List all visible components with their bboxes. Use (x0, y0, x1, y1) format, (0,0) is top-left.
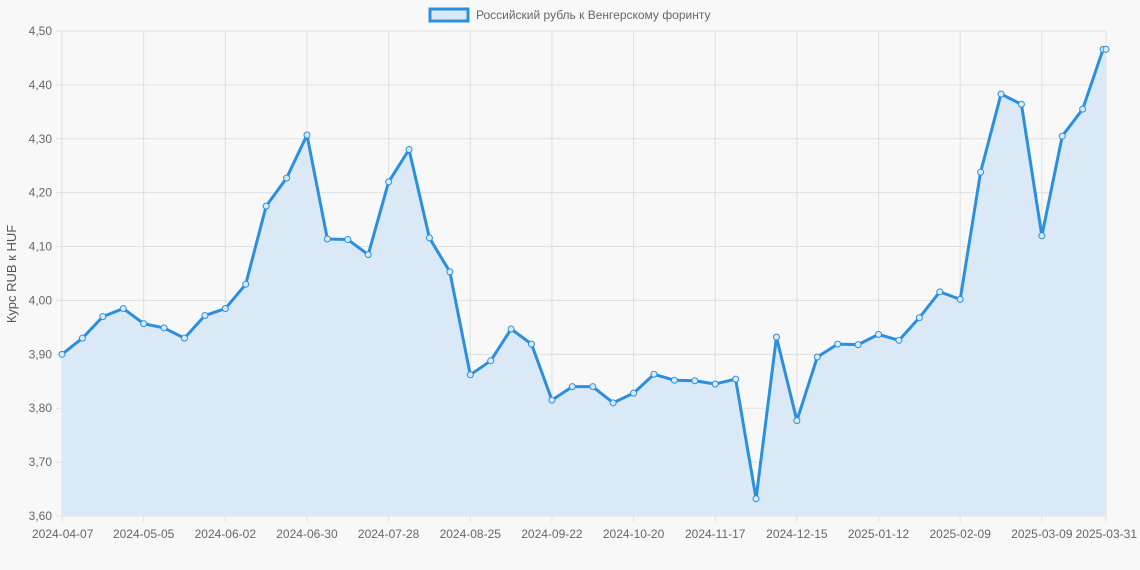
y-tick-label: 4,40 (29, 78, 53, 92)
data-point[interactable] (568, 383, 576, 391)
data-point[interactable] (670, 376, 678, 384)
data-point[interactable] (813, 353, 821, 361)
data-point[interactable] (364, 251, 372, 259)
data-point[interactable] (1017, 100, 1025, 108)
data-point[interactable] (466, 371, 474, 379)
data-point[interactable] (1079, 105, 1087, 113)
x-tick-label: 2025-01-12 (848, 527, 910, 541)
x-tick-label: 2024-06-02 (195, 527, 257, 541)
data-point[interactable] (242, 280, 250, 288)
data-point[interactable] (323, 235, 331, 243)
data-point[interactable] (1102, 45, 1110, 53)
x-axis: 2024-04-07 2024-05-05 2024-06-02 2024-06-30… (32, 527, 1137, 541)
y-tick-label: 3,70 (29, 455, 53, 469)
data-point[interactable] (1058, 132, 1066, 140)
data-point[interactable] (507, 325, 515, 333)
data-point[interactable] (283, 174, 291, 182)
series-points (58, 45, 1110, 503)
data-point[interactable] (78, 334, 86, 342)
data-point[interactable] (793, 417, 801, 425)
data-point[interactable] (609, 399, 617, 407)
legend-label[interactable]: Российский рубль к Венгерскому форинту (476, 8, 710, 22)
x-tick-label: 2024-06-30 (276, 527, 338, 541)
data-point[interactable] (262, 202, 270, 210)
data-point[interactable] (589, 383, 597, 391)
x-tick-label: 2024-10-20 (603, 527, 665, 541)
x-tick-label: 2024-12-15 (766, 527, 828, 541)
data-point[interactable] (772, 333, 780, 341)
data-point[interactable] (528, 340, 536, 348)
data-point[interactable] (344, 236, 352, 244)
x-tick-label: 2025-02-09 (929, 527, 991, 541)
data-point[interactable] (997, 90, 1005, 98)
x-tick-label: 2025-03-09 (1011, 527, 1073, 541)
data-point[interactable] (834, 340, 842, 348)
x-tick-label: 2024-04-07 (32, 527, 94, 541)
data-point[interactable] (956, 295, 964, 303)
data-point[interactable] (854, 341, 862, 349)
data-point[interactable] (691, 377, 699, 385)
y-tick-label: 4,20 (29, 186, 53, 200)
series-area (62, 49, 1106, 516)
data-point[interactable] (915, 314, 923, 322)
data-point[interactable] (650, 370, 658, 378)
data-point[interactable] (732, 375, 740, 383)
x-tick-label: 2024-11-17 (685, 527, 746, 541)
y-tick-label: 4,00 (29, 293, 53, 307)
data-point[interactable] (303, 131, 311, 139)
data-point[interactable] (221, 305, 229, 313)
data-point[interactable] (752, 495, 760, 503)
data-point[interactable] (99, 313, 107, 321)
data-point[interactable] (1038, 232, 1046, 240)
data-point[interactable] (405, 146, 413, 154)
y-tick-label: 4,50 (29, 24, 53, 38)
data-point[interactable] (446, 268, 454, 276)
legend-swatch[interactable] (428, 7, 470, 23)
x-tick-label: 2024-09-22 (521, 527, 583, 541)
data-point[interactable] (936, 288, 944, 296)
data-point[interactable] (548, 396, 556, 404)
y-tick-label: 3,80 (29, 401, 53, 415)
data-point[interactable] (630, 389, 638, 397)
y-tick-label: 3,90 (29, 347, 53, 361)
y-tick-label: 4,10 (29, 240, 53, 254)
data-point[interactable] (487, 357, 495, 365)
data-point[interactable] (425, 234, 433, 242)
data-point[interactable] (140, 320, 148, 328)
x-tick-label: 2025-03-31 (1076, 527, 1138, 541)
data-point[interactable] (119, 305, 127, 313)
data-point[interactable] (385, 178, 393, 186)
data-point[interactable] (58, 350, 66, 358)
data-point[interactable] (160, 324, 168, 332)
data-point[interactable] (711, 380, 719, 388)
data-point[interactable] (977, 168, 985, 176)
data-point[interactable] (201, 312, 209, 320)
y-tick-label: 4,30 (29, 132, 53, 146)
data-point[interactable] (895, 336, 903, 344)
y-tick-label: 3,60 (29, 509, 53, 523)
x-tick-label: 2024-08-25 (440, 527, 502, 541)
legend[interactable]: Российский рубль к Венгерскому форинту (428, 7, 710, 23)
y-axis-title: Курс RUB к HUF (4, 225, 19, 323)
x-tick-label: 2024-05-05 (113, 527, 175, 541)
data-point[interactable] (180, 334, 188, 342)
data-point[interactable] (875, 330, 883, 338)
x-tick-label: 2024-07-28 (358, 527, 420, 541)
y-axis: 3,60 3,70 3,80 3,90 4,00 4,10 4,20 4,30 4,40 4,50 (29, 24, 53, 523)
